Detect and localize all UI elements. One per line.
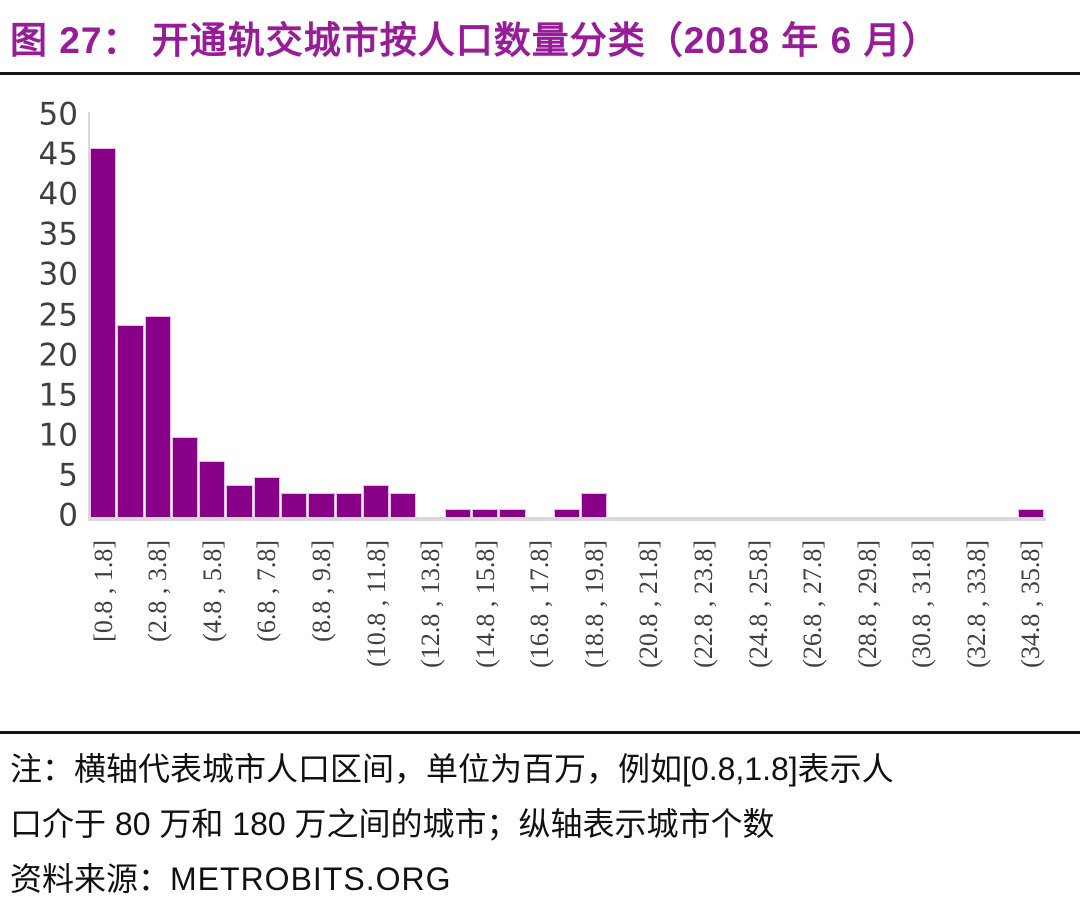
y-tick-label: 10 [38, 417, 78, 454]
chart-notes: 注：横轴代表城市人口区间，单位为百万，例如[0.8,1.8]表示人 口介于 80… [10, 742, 1074, 907]
bar [281, 493, 308, 517]
x-tick-label: (4.8 , 5.8] [197, 540, 227, 642]
figure-title: 图 27： 开通轨交城市按人口数量分类（2018 年 6 月） [10, 20, 940, 61]
y-tick-label: 40 [38, 176, 78, 213]
y-tick-label: 0 [58, 497, 78, 534]
y-tick-label: 15 [38, 377, 78, 414]
y-tick-label: 35 [38, 216, 78, 253]
y-tick-label: 5 [58, 457, 78, 494]
note-line-2: 口介于 80 万和 180 万之间的城市；纵轴表示城市个数 [10, 806, 775, 842]
x-tick-label: (22.8 , 23.8] [688, 540, 718, 668]
bar [171, 437, 199, 517]
x-tick-label: (18.8 , 19.8] [579, 540, 609, 668]
x-tick-label: (12.8 , 13.8] [416, 540, 446, 668]
y-axis-line [88, 112, 90, 518]
x-tick-label: (28.8 , 29.8] [852, 540, 882, 668]
bar [335, 493, 362, 517]
x-tick-label: (24.8 , 25.8] [743, 540, 773, 668]
y-tick-label: 50 [38, 96, 78, 133]
bar [362, 485, 390, 517]
source-value: METROBITS.ORG [170, 861, 452, 897]
x-tick-label: (16.8 , 17.8] [525, 540, 555, 668]
y-tick-label: 45 [38, 136, 78, 173]
bar [390, 493, 417, 517]
x-tick-label: (32.8 , 33.8] [961, 540, 991, 668]
x-tick-label: (2.8 , 3.8] [143, 540, 173, 642]
bar [308, 493, 335, 517]
bar [117, 325, 144, 517]
source-label: 资料来源： [10, 861, 171, 897]
y-tick-label: 20 [38, 337, 78, 374]
x-tick-label: (26.8 , 27.8] [798, 540, 828, 668]
bar [472, 509, 499, 517]
bar [144, 316, 171, 517]
bar [90, 148, 117, 517]
bar [199, 461, 226, 517]
bar [444, 509, 471, 517]
note-line-1: 注：横轴代表城市人口区间，单位为百万，例如[0.8,1.8]表示人 [10, 751, 894, 787]
population-histogram-chart: 0 5 10 15 20 25 30 35 40 45 50 [0.8 , 1.8] (2.8 , 3… [38, 96, 1046, 668]
top-divider [0, 72, 1080, 75]
x-tick-label: (6.8 , 7.8] [252, 540, 282, 642]
y-tick-label: 25 [38, 297, 78, 334]
x-tick-label: (20.8 , 21.8] [634, 540, 664, 668]
x-axis-line [88, 517, 1046, 521]
x-tick-label: (14.8 , 15.8] [470, 540, 500, 668]
x-tick-label: (34.8 , 35.8] [1016, 540, 1046, 668]
x-tick-label: [0.8 , 1.8] [88, 540, 118, 642]
source-line: 资料来源：METROBITS.ORG [10, 852, 1074, 907]
bar [581, 493, 608, 517]
x-tick-label: (30.8 , 31.8] [907, 540, 937, 668]
bar [553, 509, 581, 517]
bottom-divider [0, 731, 1080, 734]
x-tick-label: (10.8 , 11.8] [361, 540, 391, 667]
bar [1017, 509, 1044, 517]
bar [226, 485, 253, 517]
x-tick-label: (8.8 , 9.8] [306, 540, 336, 642]
bar [499, 509, 526, 517]
y-tick-label: 30 [38, 256, 78, 293]
bar [253, 477, 280, 517]
